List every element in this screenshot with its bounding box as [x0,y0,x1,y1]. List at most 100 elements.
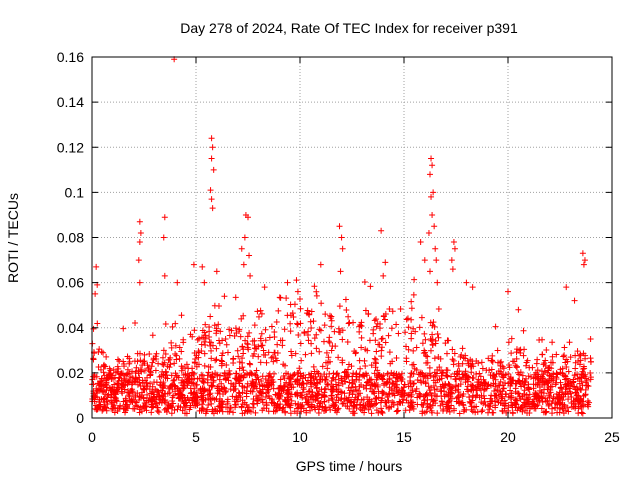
data-point-marker [294,389,301,396]
data-point-marker [549,353,556,360]
data-point-marker [126,358,133,365]
data-point-marker [226,371,233,378]
data-point-marker [370,330,377,337]
data-point-marker [338,389,345,396]
data-point-marker [240,367,247,374]
data-point-marker [255,353,262,360]
data-point-marker [356,373,363,380]
data-point-marker [186,406,193,413]
data-point-marker [329,343,336,350]
data-point-marker [202,410,209,417]
data-point-marker [575,400,582,407]
data-point-marker [142,403,149,410]
data-point-marker [304,399,311,406]
data-point-marker [565,396,572,403]
data-point-marker [500,385,507,392]
data-point-marker [513,349,520,356]
data-point-marker [92,290,99,297]
data-point-marker [171,407,178,414]
data-point-marker [513,364,520,371]
data-point-marker [144,391,151,398]
data-point-marker [344,371,351,378]
data-point-marker [456,410,463,417]
data-point-marker [346,379,353,386]
data-point-marker [540,371,547,378]
data-point-marker [477,373,484,380]
data-point-marker [262,394,269,401]
data-point-marker [198,348,205,355]
data-point-marker [108,391,115,398]
data-point-marker [368,410,375,417]
data-point-marker [137,229,144,236]
data-point-marker [386,404,393,411]
data-point-marker [216,402,223,409]
data-point-marker [470,386,477,393]
data-point-marker [167,382,174,389]
data-point-marker [442,381,449,388]
data-point-marker [469,408,476,415]
x-tick-label: 0 [88,429,96,445]
data-point-marker [361,373,368,380]
data-point-marker [388,325,395,332]
data-point-marker [202,335,209,342]
data-point-marker [420,401,427,408]
data-point-marker [576,380,583,387]
data-point-marker [348,398,355,405]
data-point-marker [230,359,237,366]
data-point-marker [149,359,156,366]
data-point-marker [568,399,575,406]
data-point-marker [285,401,292,408]
data-point-marker [371,380,378,387]
data-point-marker [285,379,292,386]
data-point-marker [308,350,315,357]
data-point-marker [232,401,239,408]
data-point-marker [225,377,232,384]
data-point-marker [153,396,160,403]
data-point-marker [579,410,586,417]
data-point-marker [362,307,369,314]
data-point-marker [325,381,332,388]
data-point-marker [526,391,533,398]
data-point-marker [207,395,214,402]
data-point-marker [236,365,243,372]
data-point-marker [217,328,224,335]
data-point-marker [176,394,183,401]
data-point-marker [455,400,462,407]
data-point-marker [100,349,107,356]
data-point-marker [284,312,291,319]
data-point-marker [494,359,501,366]
data-point-marker [240,261,247,268]
data-point-marker [251,345,258,352]
data-point-marker [181,385,188,392]
data-point-marker [429,402,436,409]
data-point-marker [234,347,241,354]
data-point-marker [206,391,213,398]
data-point-marker [268,323,275,330]
data-point-marker [147,380,154,387]
data-point-marker [267,374,274,381]
data-point-marker [122,407,129,414]
data-point-marker [96,382,103,389]
data-point-marker [197,385,204,392]
data-point-marker [103,353,110,360]
data-point-marker [215,321,222,328]
data-point-marker [201,362,208,369]
data-point-marker [194,394,201,401]
data-point-marker [165,405,172,412]
data-point-marker [336,223,343,230]
data-point-marker [343,307,350,314]
data-point-marker [194,336,201,343]
data-point-marker [360,396,367,403]
data-point-marker [587,358,594,365]
data-point-marker [451,350,458,357]
data-point-marker [587,335,594,342]
data-point-marker [421,257,428,264]
data-point-marker [522,379,529,386]
data-point-marker [459,345,466,352]
data-point-marker [124,353,131,360]
data-point-marker [139,389,146,396]
data-point-marker [190,395,197,402]
data-point-marker [112,389,119,396]
data-point-marker [399,387,406,394]
data-point-marker [544,398,551,405]
